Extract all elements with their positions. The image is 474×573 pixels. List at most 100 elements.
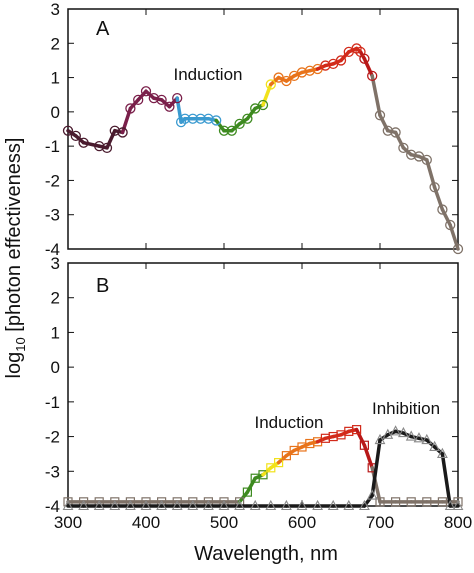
panel-b-data-point (156, 499, 168, 511)
panel-a-data-point (109, 125, 120, 136)
panel-a-series-segment (370, 74, 382, 118)
panel-a-data-point (62, 125, 74, 136)
x-tick-label: 400 (132, 513, 160, 532)
panel-b-series-segment (245, 476, 257, 494)
panel-b-series-segment (237, 490, 250, 504)
panel-b-data-point (327, 499, 339, 511)
panel-b-data-point (406, 497, 416, 507)
y-axis-label: log10 [photon effectiveness] (3, 138, 28, 379)
panel-a-data-point (304, 65, 315, 76)
panel-b-data-point (274, 458, 284, 468)
panel-a-series-segment (378, 113, 390, 133)
panel-b-data-point (366, 489, 378, 500)
panel-a-series-segment (105, 128, 117, 150)
panel-b-data-point (452, 499, 464, 511)
panel-a-series-segment (362, 56, 374, 78)
panel-b-data-point (187, 499, 199, 511)
panel-a-series-segment (448, 223, 460, 251)
panel-b-data-point (249, 499, 261, 511)
panel-a-series-segment (339, 50, 351, 63)
panel-a-series-segment (128, 98, 140, 111)
panel-a-data-point (445, 219, 456, 231)
panel-a-series-segment (393, 130, 406, 150)
panel-b-data-point (140, 499, 152, 511)
panel-a-data-point (296, 67, 308, 78)
panel-b-ytick-label: 3 (51, 254, 60, 273)
panel-a-data-point (421, 154, 432, 166)
panel-a-series-segment (214, 118, 226, 133)
panel-a-series-segment (261, 82, 273, 107)
panel-b-data-point (218, 499, 230, 511)
panel-b-ytick-label: 0 (51, 358, 60, 377)
panel-a-data-point (172, 92, 183, 104)
panel-b-ytick-label: -4 (45, 497, 60, 516)
panel-a-data-point (437, 204, 448, 215)
panel-b-data-point (397, 426, 409, 438)
panel-b-data-point (359, 440, 369, 450)
panel-a-data-point (265, 79, 276, 90)
panel-a-annotation: Induction (174, 65, 243, 84)
panel-b-data-point (429, 440, 441, 452)
panel-b-data-point (242, 487, 252, 497)
panel-a-ytick-label: -1 (45, 137, 60, 156)
panel-a-series-segment (432, 185, 445, 212)
panel-b-data-point (234, 499, 246, 511)
panel-b-data-point (258, 470, 268, 480)
panel-a-ytick-label: 3 (51, 0, 60, 19)
panel-a-data-point (429, 182, 440, 193)
panel-a-series-segment (440, 207, 452, 227)
panel-a-ytick-label: 2 (51, 34, 60, 53)
panel-a-data-point (335, 55, 347, 66)
panel-a-data-point (242, 113, 253, 124)
panel-a-data-point (359, 53, 370, 64)
panel-b-series-segment (354, 427, 367, 447)
panel-b-series-segment (440, 452, 452, 508)
panel-a-data-point (156, 94, 167, 106)
panel-b-data-point (352, 425, 362, 435)
panel-a-data-point (179, 113, 191, 124)
x-tick-label: 500 (210, 513, 238, 532)
panel-b-frame (67, 262, 459, 507)
panel-b-data-point (281, 451, 291, 461)
x-tick-label: 300 (54, 513, 82, 532)
panel-a-data-point (203, 113, 214, 124)
panel-b-ytick-label: -2 (45, 428, 60, 447)
panel-a-series-segment (81, 140, 101, 148)
panel-a-data-point (226, 125, 237, 136)
panel-b-data-point (391, 497, 401, 507)
panel-b-data-point (436, 447, 448, 458)
panel-a-data-point (398, 142, 409, 154)
x-tick-label: 800 (444, 513, 472, 532)
panel-a-data-point (374, 110, 386, 121)
panel-a-data-point (281, 75, 292, 87)
panel-b-ytick-label: -1 (45, 393, 60, 412)
panel-a-data-point (257, 99, 269, 111)
panel-a-data-point (101, 142, 113, 154)
panel-b-data-point (280, 499, 292, 511)
panel-a-ytick-label: -4 (45, 240, 60, 259)
panel-b-ytick-label: 1 (51, 323, 60, 342)
panel-a-data-point (125, 103, 136, 114)
panel-b-data-point (437, 497, 447, 507)
panel-b-data-point (382, 428, 394, 439)
panel-b-series-segment (370, 438, 382, 498)
panel-a-ytick-label: 0 (51, 103, 60, 122)
panel-b-data-point (390, 425, 402, 436)
panel-a-data-point (133, 94, 144, 106)
panel-b-data-point (266, 463, 276, 473)
x-axis-label: Wavelength, nm (194, 543, 338, 565)
panel-b-label: B (96, 275, 109, 297)
panel-a-data-point (148, 92, 159, 104)
panel-a-data-point (78, 137, 89, 148)
panel-a-data-point (218, 125, 230, 136)
panel-a: -4 -3 -2 -1 0 1 2 3 A Induction (45, 0, 464, 259)
panel-a-data-point (382, 125, 393, 136)
panel-b-annotation: Inhibition (372, 399, 440, 418)
panel-b-data-point (265, 499, 277, 511)
panel-a-label: A (96, 18, 110, 40)
panel-b-data-point (413, 432, 425, 443)
panel-b-data-point (312, 499, 324, 511)
x-tick-label: 600 (288, 513, 316, 532)
panel-a-data-point (367, 70, 378, 82)
